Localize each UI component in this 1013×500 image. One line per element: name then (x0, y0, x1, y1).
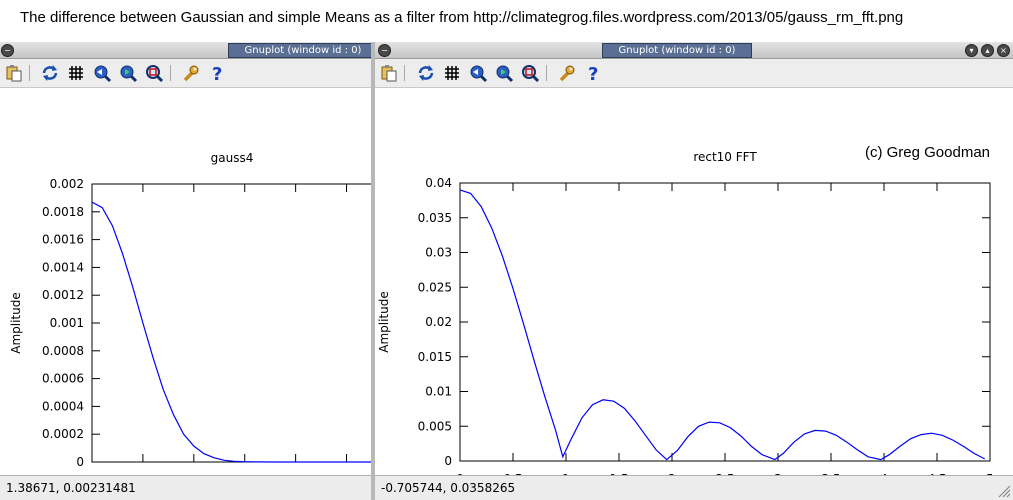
gnuplot-window-left: − Gnuplot (window id : 0) ? 0 0.0002 0.000… (0, 42, 371, 500)
window-title: Gnuplot (window id : 0) (602, 43, 752, 58)
window-menu-icon[interactable]: − (378, 44, 391, 57)
series-line (91, 201, 371, 463)
zoom-previous-icon[interactable] (468, 63, 488, 83)
y-tick-label: 0.002 (50, 177, 84, 191)
unzoom-icon[interactable] (520, 63, 540, 83)
window-divider[interactable] (371, 42, 375, 500)
plot-frame (91, 183, 371, 463)
window-menu-icon[interactable]: − (1, 44, 14, 57)
toolbar-separator (546, 65, 547, 81)
y-tick-label: 0.025 (418, 280, 452, 294)
toolbar: ? (375, 59, 1013, 88)
svg-text:?: ? (212, 64, 222, 83)
x-tick-label: 4.5 (927, 472, 946, 476)
zoom-next-icon[interactable] (118, 63, 138, 83)
x-tick-label: 2 (292, 473, 300, 476)
replot-icon[interactable] (40, 63, 60, 83)
x-tick-label: 1.5 (235, 473, 254, 476)
grid-icon[interactable] (66, 63, 86, 83)
titlebar[interactable]: − Gnuplot (window id : 0) (0, 42, 371, 59)
y-tick-label: 0.02 (425, 315, 452, 329)
x-tick-label: 3.5 (821, 472, 840, 476)
x-tick-label: 1.5 (609, 472, 628, 476)
y-tick-label: 0.015 (418, 350, 452, 364)
x-tick-label: 2 (668, 472, 676, 476)
y-axis-label: Amplitude (377, 291, 391, 353)
toolbar: ? (0, 59, 371, 88)
chart-title: rect10 FFT (693, 150, 757, 164)
x-tick-label: 0.5 (503, 472, 522, 476)
y-tick-label: 0.04 (425, 176, 452, 190)
y-tick-label: 0.0002 (42, 427, 84, 441)
y-tick-label: 0.0018 (42, 205, 84, 219)
x-tick-label: 1 (562, 472, 570, 476)
copy-clipboard-icon[interactable] (379, 63, 399, 83)
status-bar: 1.38671, 0.00231481 (0, 475, 371, 500)
maximize-icon[interactable]: ▴ (981, 44, 994, 57)
zoom-previous-icon[interactable] (92, 63, 112, 83)
help-icon[interactable]: ? (207, 63, 227, 83)
x-tick-label: 3 (774, 472, 782, 476)
copy-clipboard-icon[interactable] (4, 63, 24, 83)
plot-area[interactable]: 0 0.0002 0.0004 0.0006 0.0008 0.001 0.0012 0.00… (0, 88, 371, 476)
window-title: Gnuplot (window id : 0) (228, 43, 371, 58)
y-tick-label: 0.03 (425, 246, 452, 260)
y-axis-label: Amplitude (9, 292, 23, 354)
cursor-coordinates: -0.705744, 0.0358265 (381, 481, 516, 495)
y-tick-label: 0.0006 (42, 372, 84, 386)
y-tick-label: 0.005 (418, 419, 452, 433)
toolbar-separator (29, 65, 30, 81)
chart-title: gauss4 (211, 151, 254, 165)
plot-frame (459, 182, 991, 462)
gnuplot-window-right: − Gnuplot (window id : 0) ▾ ▴ × ? 0 0.005… (375, 42, 1013, 500)
y-tick-label: 0.0016 (42, 233, 84, 247)
x-tick-label: 0.5 (133, 473, 152, 476)
titlebar[interactable]: − Gnuplot (window id : 0) ▾ ▴ × (375, 42, 1013, 59)
caption: The difference between Gaussian and simp… (20, 9, 904, 26)
resize-grip-icon[interactable] (995, 482, 1011, 498)
y-tick-label: 0 (76, 455, 84, 469)
y-tick-label: 0.0004 (42, 399, 84, 413)
y-tick-label: 0.0014 (42, 260, 84, 274)
y-tick-label: 0 (444, 454, 452, 468)
toolbar-separator (170, 65, 171, 81)
series-line (459, 189, 985, 461)
help-icon[interactable]: ? (583, 63, 603, 83)
options-wrench-icon[interactable] (181, 63, 201, 83)
svg-text:?: ? (588, 64, 598, 83)
options-wrench-icon[interactable] (557, 63, 577, 83)
x-tick-label: 2.5 (337, 473, 356, 476)
zoom-next-icon[interactable] (494, 63, 514, 83)
x-tick-label: 1 (190, 473, 198, 476)
copyright-annotation: (c) Greg Goodman (865, 144, 990, 161)
toolbar-separator (404, 65, 405, 81)
y-tick-label: 0.01 (425, 385, 452, 399)
status-bar: -0.705744, 0.0358265 (375, 475, 1013, 500)
x-tick-label: 0 (88, 473, 96, 476)
x-tick-label: 0 (456, 472, 464, 476)
grid-icon[interactable] (442, 63, 462, 83)
x-tick-label: 4 (880, 472, 888, 476)
y-tick-label: 0.035 (418, 211, 452, 225)
replot-icon[interactable] (416, 63, 436, 83)
minimize-icon[interactable]: ▾ (965, 44, 978, 57)
plot-area[interactable]: 0 0.005 0.01 0.015 0.02 0.025 0.03 0.035 0.04 0 0.… (375, 88, 1013, 476)
y-tick-label: 0.0012 (42, 288, 84, 302)
y-tick-label: 0.001 (50, 316, 84, 330)
cursor-coordinates: 1.38671, 0.00231481 (6, 481, 136, 495)
x-tick-label: 2.5 (715, 472, 734, 476)
close-icon[interactable]: × (997, 44, 1010, 57)
x-tick-label: 5 (986, 472, 994, 476)
y-tick-label: 0.0008 (42, 344, 84, 358)
unzoom-icon[interactable] (144, 63, 164, 83)
